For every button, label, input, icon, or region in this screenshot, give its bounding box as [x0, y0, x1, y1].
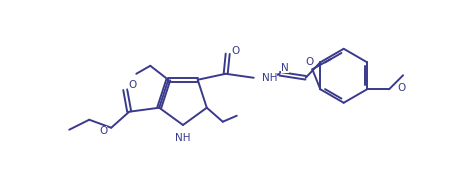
- Text: O: O: [397, 83, 405, 93]
- Text: N: N: [281, 63, 289, 73]
- Text: O: O: [305, 57, 314, 67]
- Text: NH: NH: [175, 133, 191, 143]
- Text: O: O: [232, 46, 240, 56]
- Text: O: O: [99, 126, 107, 136]
- Text: NH: NH: [262, 73, 277, 83]
- Text: O: O: [128, 80, 136, 90]
